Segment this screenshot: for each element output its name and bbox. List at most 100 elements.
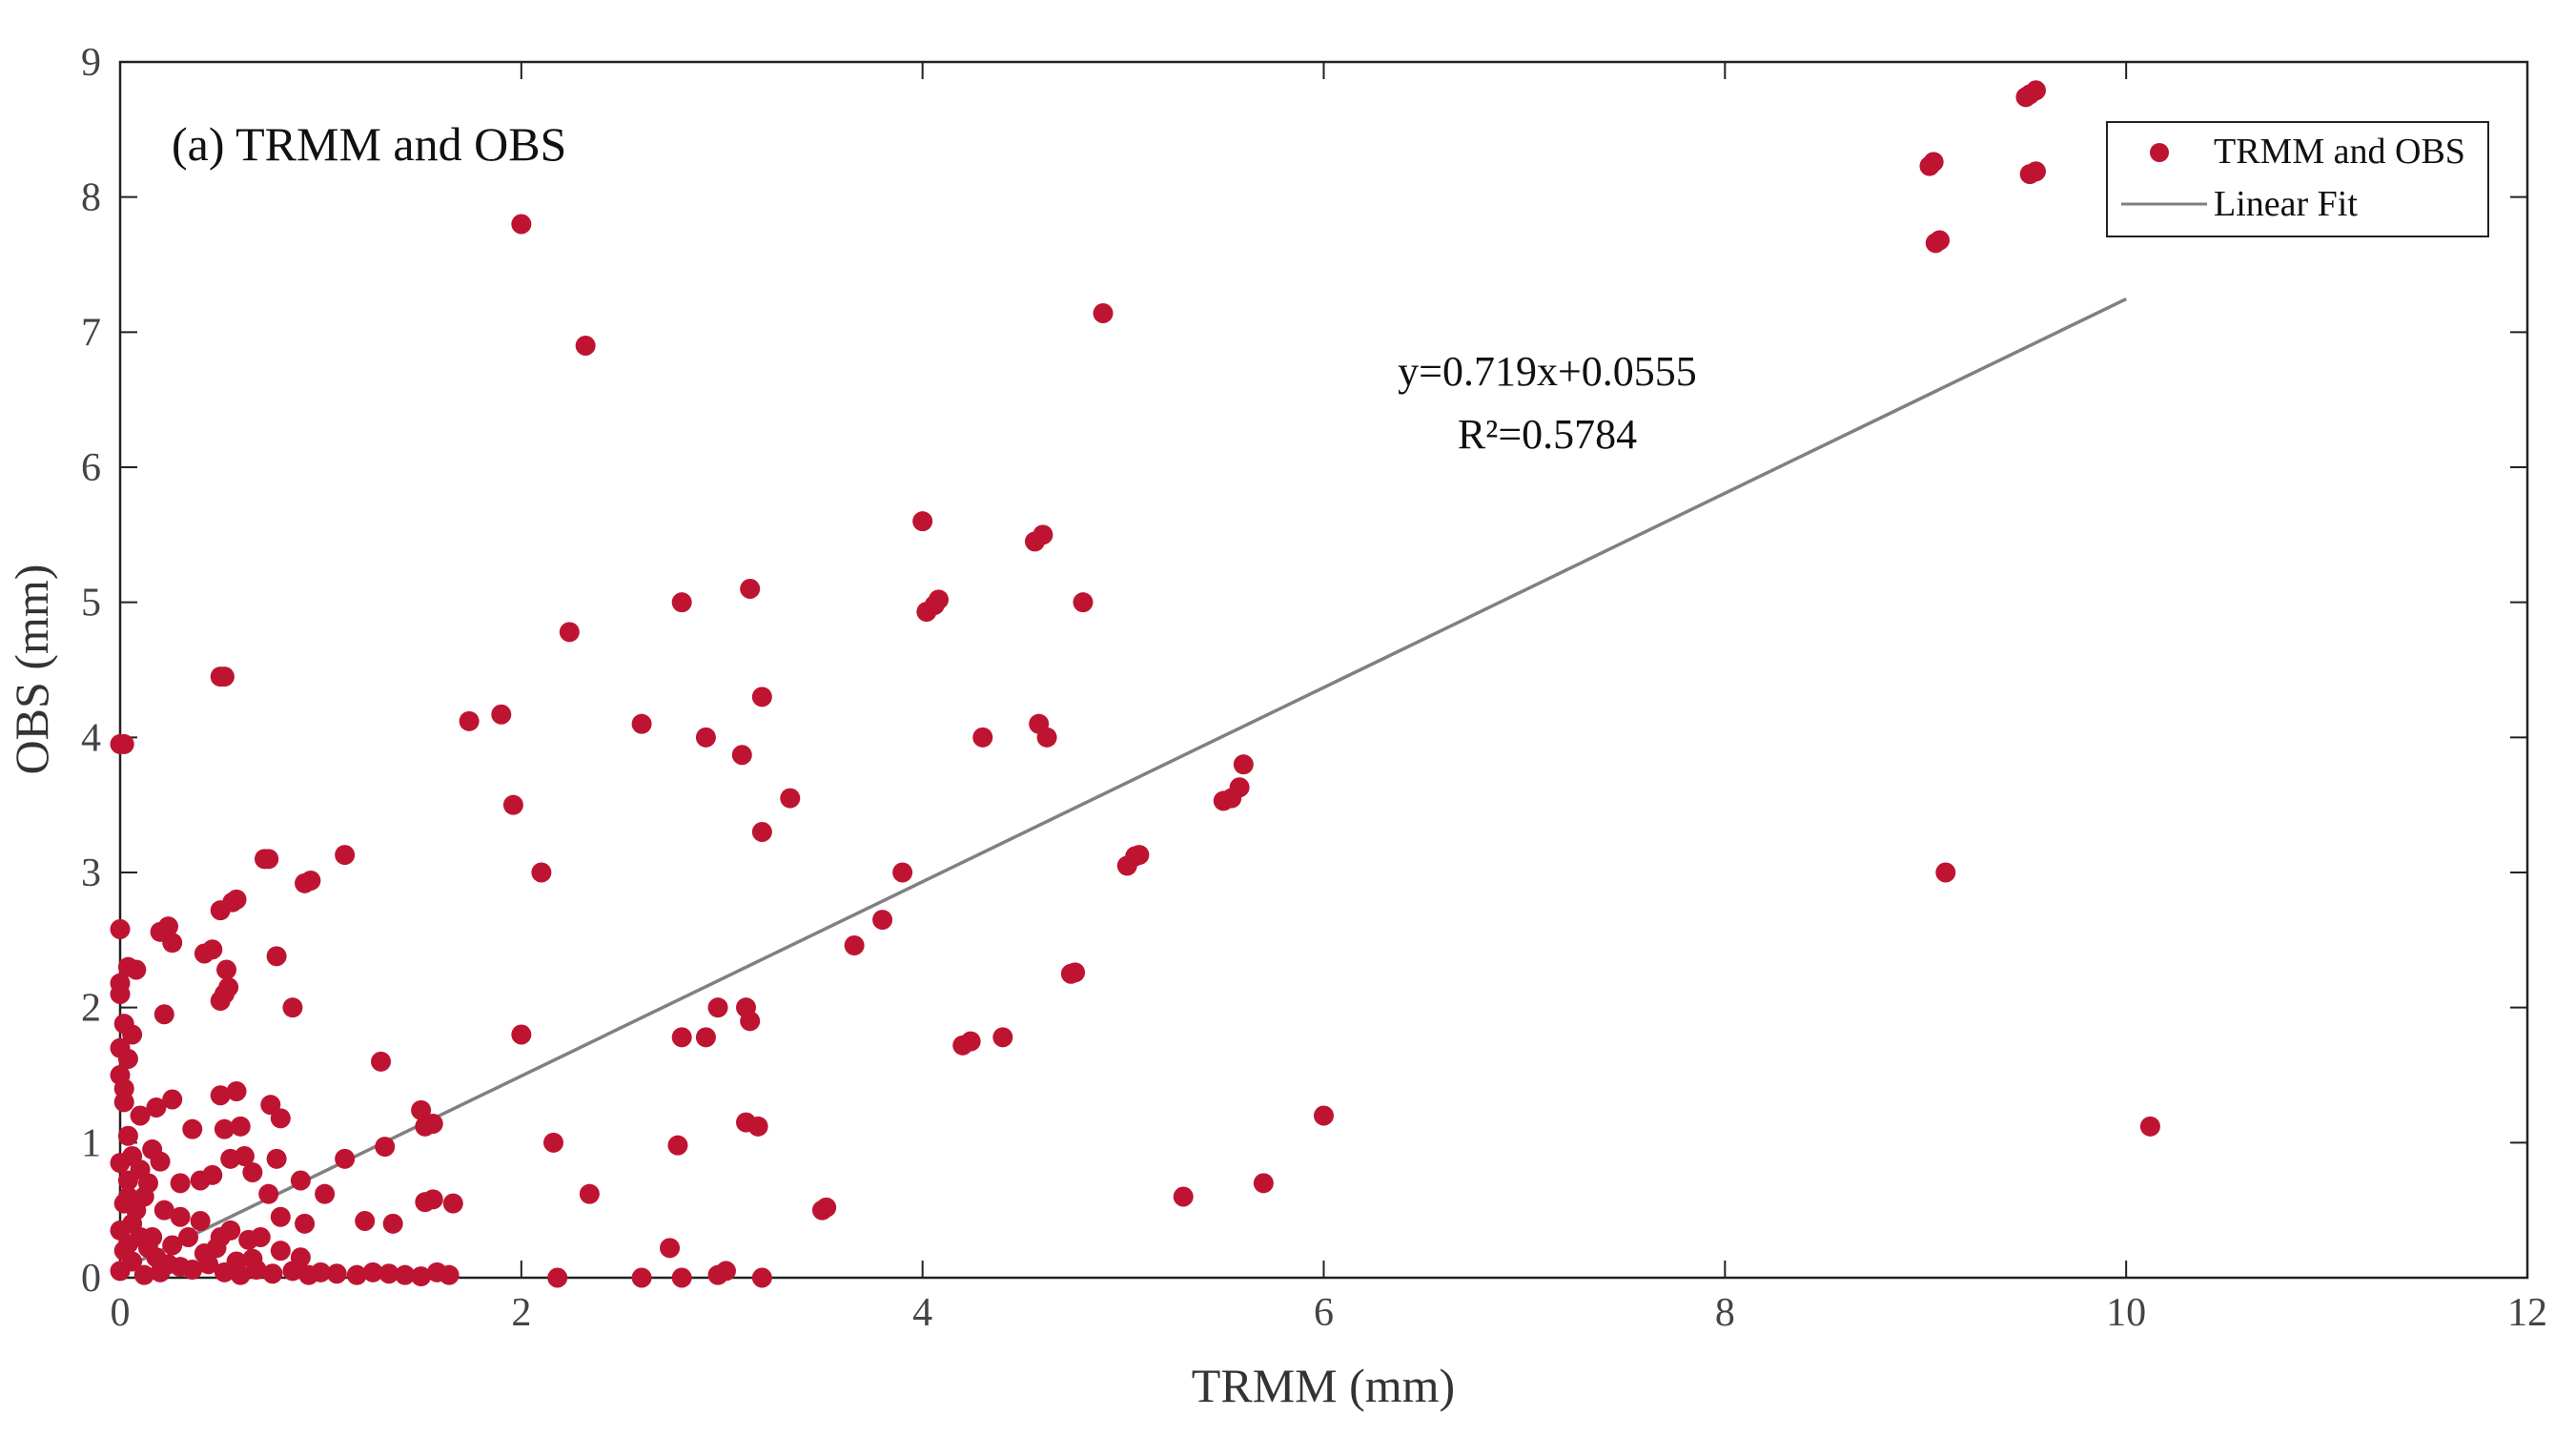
x-tick-label: 4: [912, 1291, 932, 1335]
data-point: [362, 1262, 383, 1282]
data-point: [282, 1261, 303, 1282]
data-point: [110, 1261, 131, 1282]
data-point: [216, 959, 237, 980]
data-point: [310, 1262, 331, 1282]
data-point: [491, 704, 512, 725]
data-point: [355, 1211, 376, 1231]
data-point: [226, 889, 247, 910]
data-point: [371, 1051, 392, 1072]
data-point: [1935, 862, 1956, 883]
data-point: [543, 1132, 563, 1153]
data-point: [667, 1135, 688, 1156]
data-point: [266, 1148, 287, 1169]
data-point: [142, 1227, 163, 1247]
x-tick-label: 2: [511, 1291, 531, 1335]
data-point: [113, 733, 134, 754]
data-point: [631, 713, 652, 734]
data-point: [1032, 524, 1053, 545]
y-tick-label: 4: [81, 716, 101, 760]
data-point: [559, 622, 580, 643]
data-point: [1253, 1173, 1274, 1194]
data-point: [214, 984, 235, 1004]
data-point: [182, 1260, 203, 1280]
data-point: [780, 788, 801, 809]
data-point: [226, 1081, 247, 1101]
data-point: [2139, 1116, 2160, 1137]
data-point: [266, 946, 287, 967]
data-point: [422, 1189, 443, 1210]
data-point: [230, 1116, 251, 1137]
data-point: [1314, 1105, 1334, 1126]
data-point: [892, 862, 913, 883]
data-point: [715, 1261, 736, 1282]
data-point: [411, 1266, 432, 1287]
data-point: [695, 727, 716, 748]
data-point: [422, 1114, 443, 1134]
fit-equation: y=0.719x+0.0555: [1398, 348, 1697, 395]
data-point: [972, 727, 993, 748]
data-point: [190, 1211, 211, 1231]
data-point: [671, 1027, 692, 1048]
x-tick-label: 10: [2106, 1291, 2146, 1335]
data-point: [315, 1183, 336, 1204]
data-point: [202, 1164, 223, 1185]
data-point: [695, 1027, 716, 1048]
data-point: [150, 1151, 171, 1172]
data-point: [740, 579, 761, 599]
legend: TRMM and OBS Linear Fit: [2106, 121, 2489, 237]
data-point: [707, 997, 728, 1018]
data-point: [579, 1183, 600, 1204]
x-tick-label: 0: [111, 1291, 131, 1335]
y-tick-label: 6: [81, 446, 101, 490]
data-point: [270, 1206, 291, 1227]
data-point: [1923, 152, 1944, 173]
data-point: [290, 1170, 311, 1191]
data-point: [146, 1098, 167, 1118]
data-point: [206, 1238, 227, 1259]
data-point: [816, 1197, 837, 1218]
data-point: [1093, 303, 1114, 323]
data-point: [117, 1170, 138, 1191]
data-point: [547, 1267, 568, 1288]
data-point: [872, 910, 893, 931]
y-tick-label: 3: [81, 851, 101, 895]
data-point: [214, 1118, 235, 1139]
data-point: [162, 933, 183, 954]
data-point: [113, 1193, 134, 1214]
data-point: [258, 1183, 279, 1204]
data-point: [631, 1267, 652, 1288]
data-point: [113, 1092, 134, 1113]
y-tick-label: 1: [81, 1121, 101, 1165]
y-tick-label: 9: [81, 41, 101, 85]
data-point: [162, 1089, 183, 1110]
data-point: [992, 1027, 1013, 1048]
data-point: [262, 1263, 283, 1284]
data-point: [1173, 1186, 1194, 1207]
data-point: [178, 1227, 199, 1247]
data-point: [182, 1118, 203, 1139]
data-point: [439, 1264, 460, 1285]
data-point: [502, 794, 523, 815]
data-point: [378, 1263, 399, 1284]
x-tick-label: 12: [2507, 1291, 2547, 1335]
data-point: [300, 871, 321, 891]
data-point: [1036, 727, 1057, 748]
data-point: [912, 511, 933, 532]
data-point: [110, 984, 131, 1004]
data-point: [751, 687, 772, 708]
data-point: [459, 710, 480, 731]
y-tick-label: 8: [81, 176, 101, 220]
data-point: [844, 935, 865, 955]
data-point: [2025, 161, 2046, 182]
data-point: [335, 1148, 356, 1169]
data-point: [1229, 777, 1250, 798]
data-point: [110, 919, 131, 939]
data-point: [170, 1173, 191, 1194]
data-point: [2025, 80, 2046, 101]
chart-title: (a) TRMM and OBS: [172, 117, 566, 171]
data-point: [270, 1241, 291, 1262]
data-point: [671, 1267, 692, 1288]
data-point: [162, 1235, 183, 1256]
data-point: [226, 1251, 247, 1272]
data-point: [150, 1262, 171, 1282]
